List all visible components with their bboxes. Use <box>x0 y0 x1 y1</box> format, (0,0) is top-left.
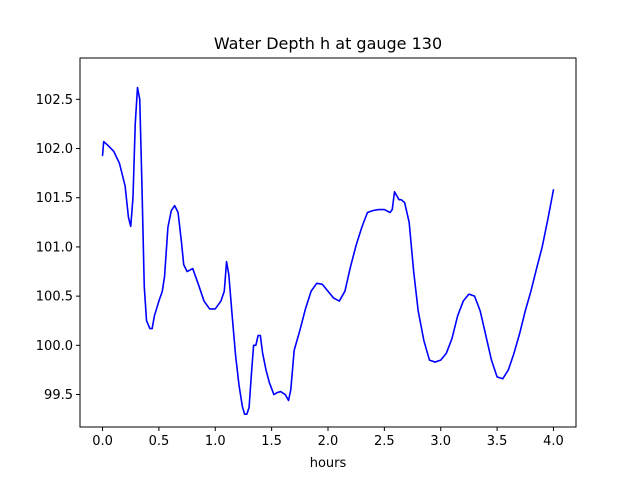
x-tick-label: 0.5 <box>149 434 170 449</box>
y-tick-label: 102.0 <box>36 142 73 157</box>
y-tick-label: 99.5 <box>44 388 73 403</box>
x-axis-ticks: 0.0 0.5 1.0 1.5 2.0 2.5 3.0 3.5 4.0 <box>92 427 564 449</box>
x-tick-label: 3.5 <box>487 434 508 449</box>
y-tick-label: 101.5 <box>36 191 73 206</box>
x-tick-label: 1.0 <box>205 434 226 449</box>
x-tick-label: 3.0 <box>430 434 451 449</box>
x-tick-label: 4.0 <box>543 434 564 449</box>
chart-title: Water Depth h at gauge 130 <box>214 34 442 53</box>
y-tick-label: 102.5 <box>36 93 73 108</box>
y-tick-label: 100.0 <box>36 339 73 354</box>
x-tick-label: 2.5 <box>374 434 395 449</box>
x-tick-label: 2.0 <box>318 434 339 449</box>
plot-area <box>101 86 555 416</box>
x-axis-label: hours <box>310 456 347 471</box>
x-tick-label: 0.0 <box>92 434 113 449</box>
plot-frame <box>79 57 577 428</box>
y-tick-label: 101.0 <box>36 240 73 255</box>
x-tick-label: 1.5 <box>261 434 282 449</box>
y-tick-label: 100.5 <box>36 290 73 305</box>
y-axis-ticks: 99.5 100.0 100.5 101.0 101.5 102.0 102.5 <box>36 93 80 403</box>
series-line-0 <box>101 86 555 416</box>
